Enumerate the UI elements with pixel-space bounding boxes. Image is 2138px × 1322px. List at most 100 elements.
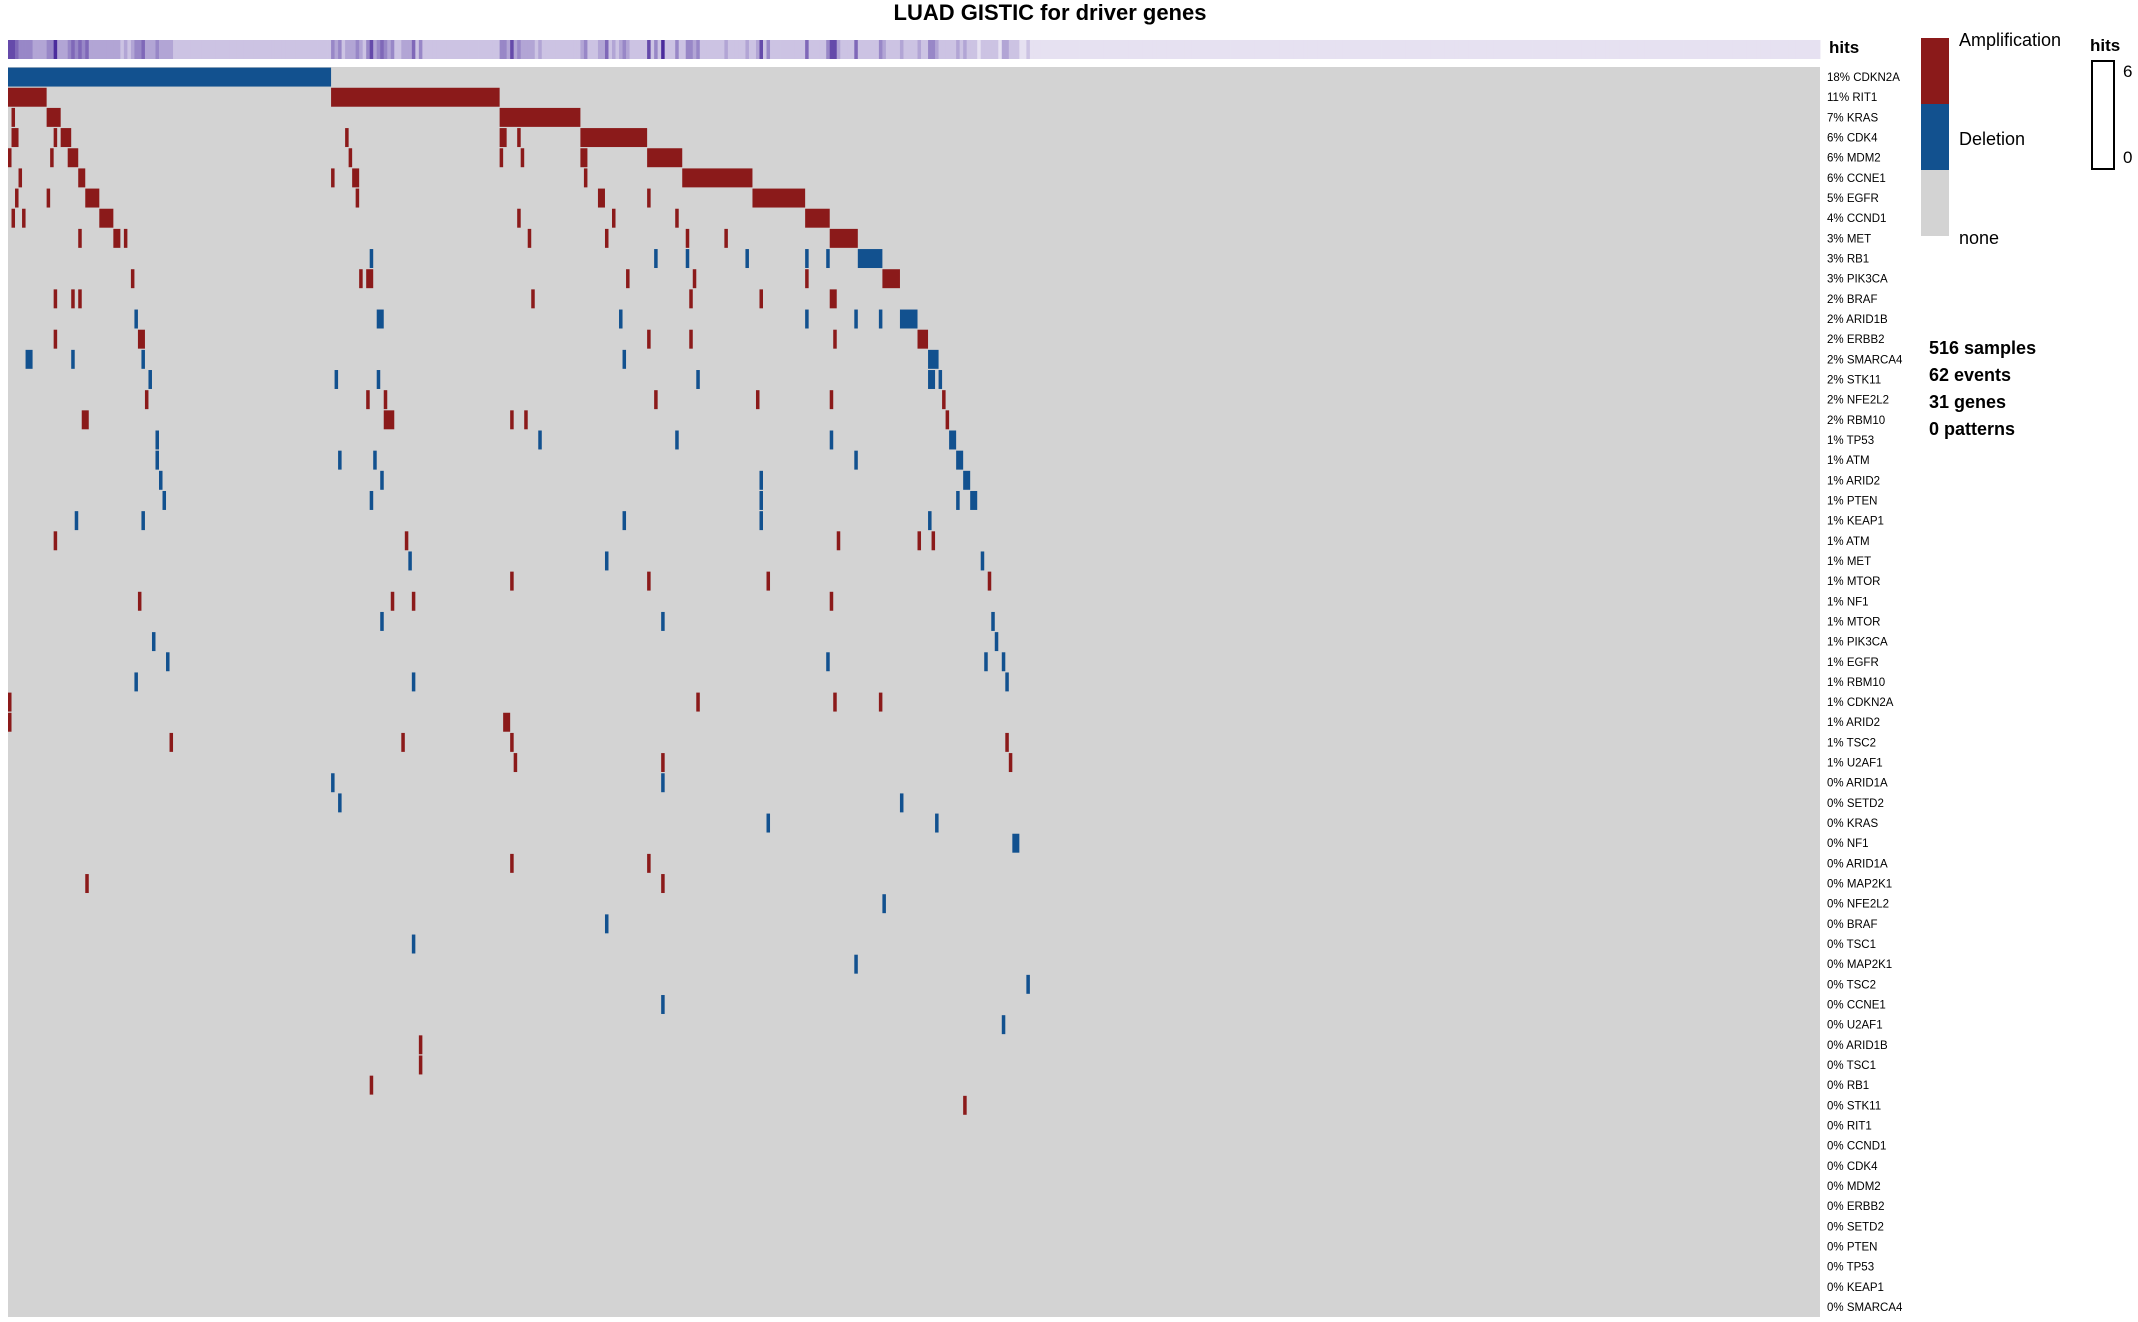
hits-annotation-cell [741, 40, 746, 59]
hits-annotation-cell [116, 40, 121, 59]
alteration-cell-del [619, 309, 623, 329]
hits-annotation-cell [833, 40, 838, 59]
hits-annotation-cell [485, 40, 490, 59]
hits-annotation-cell [1475, 40, 1480, 59]
row-label: 1% RBM10 [1827, 677, 1885, 689]
hits-annotation-cell [1036, 40, 1041, 59]
hits-annotation-cell [1788, 40, 1793, 59]
hits-annotation-cell [1447, 40, 1452, 59]
hits-annotation-cell [1124, 40, 1129, 59]
row-label: 1% NF1 [1827, 596, 1869, 608]
hits-annotation-cell [250, 40, 255, 59]
hits-annotation-cell [1661, 40, 1666, 59]
alteration-cell-amp [531, 289, 535, 309]
hits-annotation-cell [324, 40, 328, 59]
hits-annotation-cell [569, 40, 574, 59]
alteration-cell-amp [366, 269, 374, 289]
alteration-cell-del [759, 470, 763, 490]
hits-annotation-cell [1767, 40, 1772, 59]
hits-annotation-cell [1029, 40, 1034, 59]
hits-annotation-cell [109, 40, 114, 59]
row-label: 0% RB1 [1827, 1080, 1869, 1092]
alteration-cell-amp [8, 87, 47, 107]
alteration-cell-amp [510, 410, 514, 430]
hits-annotation-cell [755, 40, 760, 59]
alteration-cell-amp [503, 712, 511, 732]
hits-annotation-cell [829, 40, 834, 59]
alteration-cell-del [826, 652, 830, 672]
hits-annotation-cell [921, 40, 925, 59]
alteration-cell-amp [8, 148, 12, 168]
row-label: 1% U2AF1 [1827, 758, 1883, 770]
alteration-cell-amp [331, 168, 335, 188]
hits-annotation-cell [1145, 40, 1150, 59]
hits-annotation-cell [555, 40, 560, 59]
hits-scale-min: 0 [2123, 148, 2133, 167]
hits-annotation-cell [1352, 40, 1357, 59]
hits-annotation-cell [29, 40, 33, 59]
row-label: 1% ARID2 [1827, 717, 1880, 729]
hits-annotation-cell [952, 40, 957, 59]
hits-scale-title: hits [2090, 36, 2121, 55]
hits-annotation-cell [1093, 40, 1097, 59]
hits-annotation-cell [685, 40, 690, 59]
alteration-cell-amp [931, 531, 936, 551]
hits-annotation-cell [306, 40, 311, 59]
hits-annotation-cell [1560, 40, 1565, 59]
hits-annotation-cell [1177, 40, 1182, 59]
alteration-cell-del [141, 511, 145, 531]
alteration-cell-amp [331, 87, 500, 107]
hits-annotation-cell [320, 40, 325, 59]
hits-annotation-cell [1423, 40, 1428, 59]
hits-color-scale: hits 6 0 [2086, 30, 2138, 180]
hits-annotation-cell [46, 40, 51, 59]
hits-annotation-cell [1409, 40, 1414, 59]
hits-annotation-cell [619, 40, 623, 59]
hits-annotation-cell [246, 40, 251, 59]
alteration-cell-del [854, 309, 858, 329]
alteration-cell-del [604, 551, 609, 571]
alteration-cell-amp [829, 591, 834, 611]
hits-annotation-cell [366, 40, 371, 59]
alteration-cell-del [141, 349, 145, 369]
hits-annotation-cell [798, 40, 803, 59]
hits-annotation-cell [510, 40, 515, 59]
hits-annotation-cell [928, 40, 932, 59]
hits-annotation-cell [1791, 40, 1796, 59]
hits-annotation-cell [604, 40, 609, 59]
hits-annotation-cell [362, 40, 367, 59]
hits-annotation-cell [159, 40, 163, 59]
hits-annotation-cell [1050, 40, 1055, 59]
hits-annotation-cell [1015, 40, 1020, 59]
hits-annotation-cell [215, 40, 220, 59]
alteration-cell-del [854, 450, 858, 470]
row-label: 0% NFE2L2 [1827, 899, 1889, 911]
hits-annotation-cell [1103, 40, 1108, 59]
hits-annotation-cell [432, 40, 437, 59]
alteration-cell-del [538, 430, 542, 450]
hits-annotation-cell [861, 40, 866, 59]
hits-annotation-cell [1535, 40, 1540, 59]
alteration-cell-amp [60, 128, 72, 148]
hits-annotation-cell [815, 40, 820, 59]
alteration-cell-del [1005, 672, 1009, 692]
hits-annotation-cell [787, 40, 792, 59]
hits-annotation-cell [1707, 40, 1712, 59]
hits-annotation-cell [1690, 40, 1694, 59]
hits-annotation-cell [482, 40, 486, 59]
hits-annotation-cell [180, 40, 184, 59]
hits-annotation-cell [987, 40, 992, 59]
alteration-cell-del [984, 652, 988, 672]
hits-annotation-cell [622, 40, 627, 59]
row-label: 1% ATM [1827, 536, 1870, 548]
hits-annotation-cell [1247, 40, 1252, 59]
alteration-cell-del [685, 249, 690, 269]
hits-annotation-cell [791, 40, 795, 59]
hits-annotation-cell [597, 40, 602, 59]
hits-annotation-cell [492, 40, 497, 59]
hits-annotation-cell [352, 40, 357, 59]
hits-annotation-cell [211, 40, 216, 59]
alteration-cell-del [696, 370, 700, 389]
row-label: 7% KRAS [1827, 112, 1878, 124]
row-label: 1% KEAP1 [1827, 516, 1884, 528]
